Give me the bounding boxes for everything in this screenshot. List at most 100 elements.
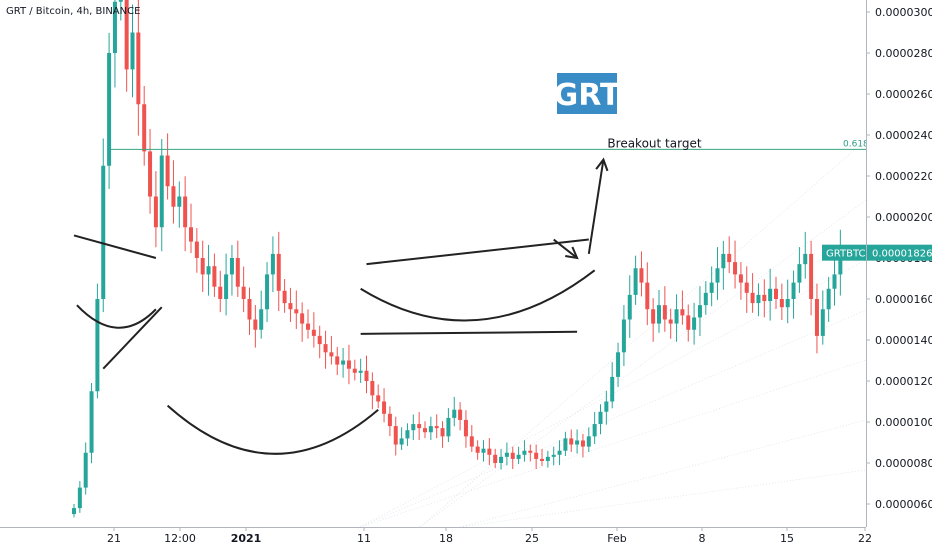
candle-body [300,313,305,324]
candle-body [224,274,229,299]
pattern-drawings [73,157,609,455]
candle-body [686,315,691,330]
candle-body [101,165,106,299]
candle-body [838,251,843,275]
background-fan-lines [359,139,867,528]
candle-body [183,196,188,228]
cup-curve [360,269,596,322]
time-tick-label: 11 [357,532,371,545]
candle-body [814,299,819,336]
candle-body [469,436,474,447]
candle-body [633,268,638,295]
candle-body [276,253,281,291]
candle-body [235,258,240,287]
candle-body [229,258,234,275]
candle-body [329,352,334,357]
candle-body [306,323,310,330]
candle-body [557,450,562,455]
candle-body [241,286,246,299]
candle-body [481,448,486,453]
candle-body [516,454,521,459]
candle-body [206,266,211,275]
candle-body [616,352,621,377]
candle-body [662,305,667,320]
candle-body [370,381,375,396]
candle-body [83,452,88,488]
price-axis-background [866,0,932,550]
candle-body [621,319,626,353]
symbol-badge-text: GRT [554,78,621,113]
candle-body [171,186,176,207]
arrow-shaft [587,159,605,255]
ticker-tag-label: GRTBTC [826,249,865,260]
candle-body [89,391,94,453]
candle-body [323,344,328,353]
candle-body [159,155,164,228]
time-tick-label: 21 [107,532,121,545]
candle-body [744,282,749,293]
candle-body [797,264,802,283]
candle-body [768,288,773,302]
time-tick-label: 8 [699,532,706,545]
candle-body [136,32,141,105]
candle-body [709,282,714,293]
candle-body [692,317,697,330]
price-tick-label: 0.00003000 [875,6,932,19]
cup-curve [76,304,157,329]
candle-body [569,438,574,445]
chart-title: GRT / Bitcoin, 4h, BINANCE [6,6,140,17]
candle-body [189,227,193,242]
candle-body [657,305,661,324]
time-axis-background [0,527,932,550]
candle-body [218,286,223,299]
candle-body [341,360,346,365]
candle-body [411,424,416,431]
candlestick-series [72,0,843,518]
fib-level-label: 0.618 [843,139,869,149]
candle-body [651,309,656,324]
candle-body [311,329,316,336]
candle-body [528,450,533,453]
candle-body [358,370,363,373]
candle-body [721,253,726,269]
candle-body [487,448,492,455]
candle-body [259,309,264,330]
ticker-tag-background [822,244,866,261]
trend-line [366,238,589,266]
candle-body [762,294,767,302]
candle-body [715,268,720,283]
candle-body [346,360,351,369]
candle-body [645,282,650,310]
trend-line [73,234,157,259]
fan-line [459,419,867,528]
candle-body [288,303,293,310]
candle-body [294,309,299,314]
candle-body [335,356,340,365]
time-axis[interactable]: 21 12:00 2021 11 18 25 Feb 8 15 22 [0,527,932,550]
candle-body [452,409,457,418]
candle-body [440,428,445,437]
time-tick-label: 22 [858,532,872,545]
candle-body [247,299,252,320]
arrow-shaft [553,238,578,259]
candle-body [417,424,422,429]
last-price-value: 0.00001826 [872,249,932,260]
candle-body [703,292,708,306]
arrow-head [565,246,579,260]
candle-body [130,32,135,70]
candle-body [212,266,217,287]
cup-curve [166,404,379,455]
time-tick-label: 2021 [231,532,262,545]
candle-body [738,274,743,283]
candle-body [820,309,825,336]
